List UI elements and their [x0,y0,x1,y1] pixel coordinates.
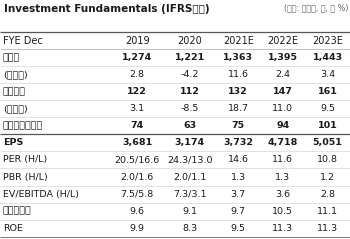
Text: 3,174: 3,174 [175,138,205,147]
Text: 8.3: 8.3 [182,224,197,233]
Text: FYE Dec: FYE Dec [3,36,43,46]
Text: -8.5: -8.5 [180,104,199,113]
Text: 24.3/13.0: 24.3/13.0 [167,156,212,164]
Text: 2.0/1.6: 2.0/1.6 [120,173,154,181]
Text: 1,395: 1,395 [268,53,298,62]
Text: 1,221: 1,221 [174,53,205,62]
Text: EV/EBITDA (H/L): EV/EBITDA (H/L) [3,190,79,199]
Text: 74: 74 [131,121,144,130]
Text: 1.3: 1.3 [231,173,246,181]
Text: 161: 161 [318,87,338,96]
Text: 122: 122 [127,87,147,96]
Text: (증가율): (증가율) [3,104,28,113]
Text: 2.8: 2.8 [320,190,335,199]
Text: 1.3: 1.3 [275,173,290,181]
Text: 20.5/16.6: 20.5/16.6 [114,156,160,164]
Text: Investment Fundamentals (IFRS연결): Investment Fundamentals (IFRS연결) [4,4,209,14]
Text: 2.0/1.1: 2.0/1.1 [173,173,206,181]
Text: 3,681: 3,681 [122,138,152,147]
Text: 94: 94 [276,121,289,130]
Text: 11.6: 11.6 [228,70,249,79]
Text: 영업이익: 영업이익 [3,87,26,96]
Text: (단위: 십억원, 원, 비 %): (단위: 십억원, 원, 비 %) [284,4,348,13]
Text: 3,732: 3,732 [223,138,253,147]
Text: ROE: ROE [3,224,23,233]
Text: 3.1: 3.1 [130,104,145,113]
Text: 3.6: 3.6 [275,190,290,199]
Text: 14.6: 14.6 [228,156,249,164]
Text: 2021E: 2021E [223,36,254,46]
Text: 11.1: 11.1 [317,206,338,216]
Text: PBR (H/L): PBR (H/L) [3,173,48,181]
Text: 63: 63 [183,121,196,130]
Text: 5,051: 5,051 [313,138,343,147]
Text: 3.4: 3.4 [320,70,335,79]
Text: 11.3: 11.3 [272,224,294,233]
Text: 147: 147 [273,87,293,96]
Text: 11.3: 11.3 [317,224,338,233]
Text: 9.5: 9.5 [320,104,335,113]
Text: 132: 132 [228,87,248,96]
Text: 11.6: 11.6 [272,156,293,164]
Text: 2023E: 2023E [312,36,343,46]
Text: 1,363: 1,363 [223,53,253,62]
Text: 18.7: 18.7 [228,104,249,113]
Text: PER (H/L): PER (H/L) [3,156,47,164]
Text: 9.6: 9.6 [130,206,145,216]
Text: 10.5: 10.5 [272,206,293,216]
Text: 11.0: 11.0 [272,104,293,113]
Text: 1.2: 1.2 [320,173,335,181]
Text: 9.5: 9.5 [231,224,246,233]
Text: 7.5/5.8: 7.5/5.8 [120,190,154,199]
Text: 101: 101 [318,121,337,130]
Text: 지배주주순이익: 지배주주순이익 [3,121,43,130]
Text: 1,443: 1,443 [313,53,343,62]
Text: 2.4: 2.4 [275,70,290,79]
Text: 2.8: 2.8 [130,70,145,79]
Text: 9.9: 9.9 [130,224,145,233]
Text: 9.1: 9.1 [182,206,197,216]
Text: 75: 75 [232,121,245,130]
Text: 매출액: 매출액 [3,53,20,62]
Text: EPS: EPS [3,138,23,147]
Text: 4,718: 4,718 [268,138,298,147]
Text: 10.8: 10.8 [317,156,338,164]
Text: 9.7: 9.7 [231,206,246,216]
Text: 1,274: 1,274 [122,53,152,62]
Text: (증가율): (증가율) [3,70,28,79]
Text: 2020: 2020 [177,36,202,46]
Text: 2022E: 2022E [267,36,299,46]
Text: 2019: 2019 [125,36,149,46]
Text: 영업이익률: 영업이익률 [3,206,31,216]
Text: -4.2: -4.2 [180,70,199,79]
Text: 7.3/3.1: 7.3/3.1 [173,190,206,199]
Text: 3.7: 3.7 [231,190,246,199]
Text: 112: 112 [180,87,200,96]
